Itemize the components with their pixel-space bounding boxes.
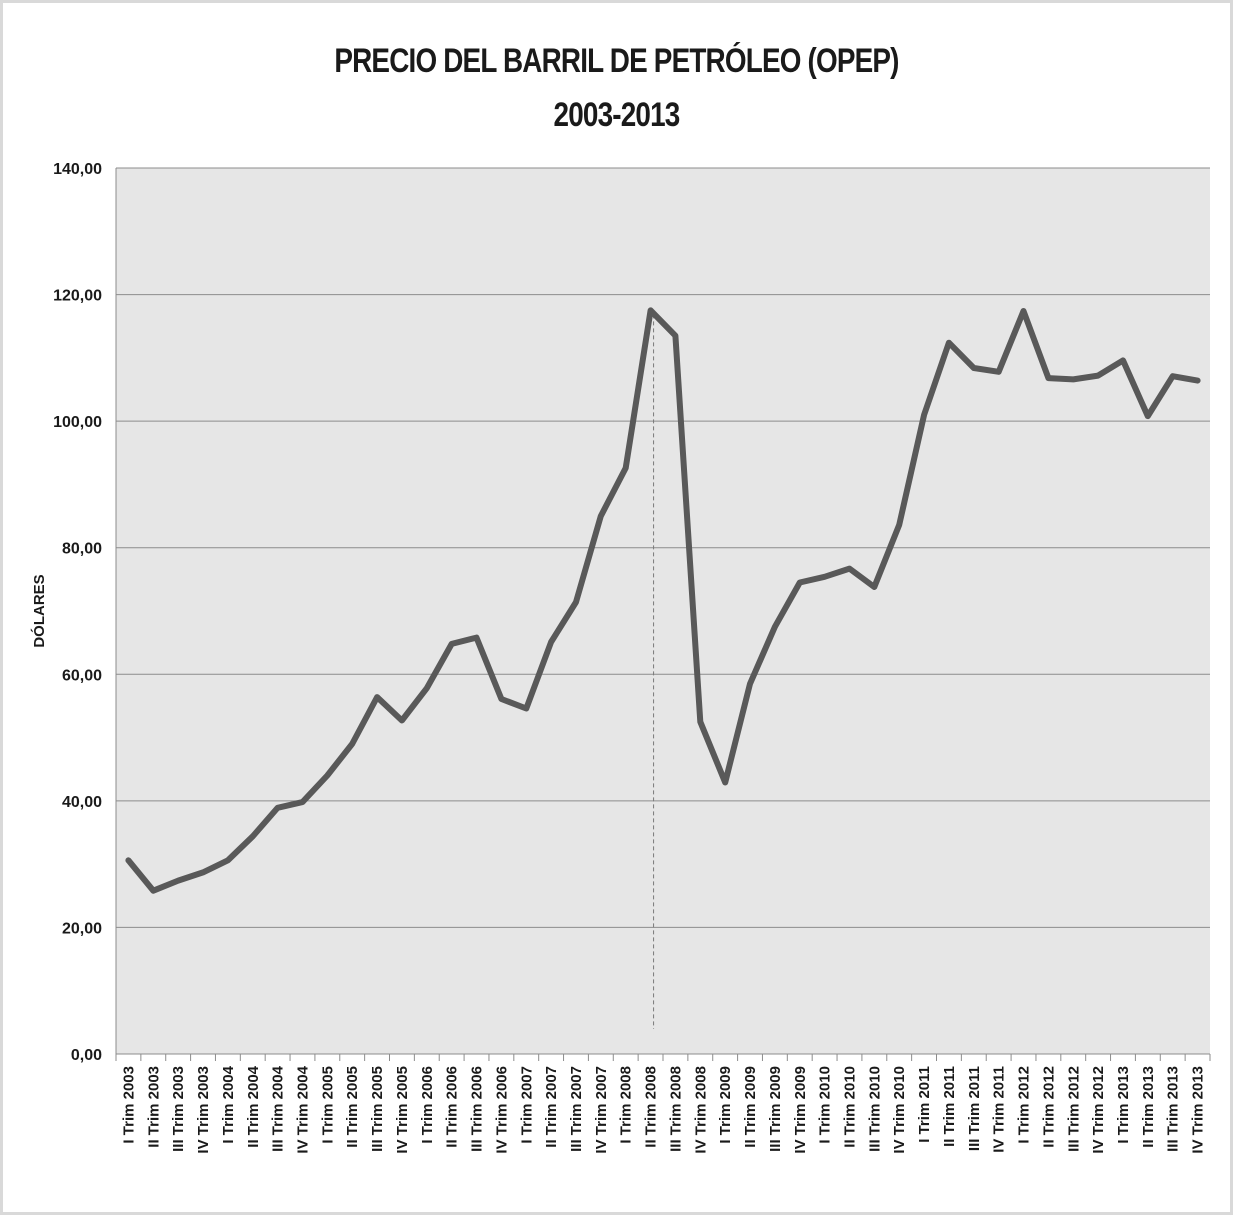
x-tick-label: III Trim 2012 [1065,1066,1082,1152]
x-tick-label: I Trim 2008 [618,1066,635,1144]
x-tick-label: III Trim 2008 [667,1066,684,1152]
x-tick-label: IV Trim 2007 [593,1066,610,1154]
x-tick-label: II Trim 2004 [245,1065,262,1147]
price-series-line [125,307,1201,894]
x-tick-label: III Trim 2004 [270,1065,287,1152]
x-tick-label: III Trim 2010 [866,1066,883,1152]
y-axis-label: DÓLARES [30,574,48,647]
x-tick-label: IV Trim 2005 [394,1066,411,1154]
x-tick-label: II Trim 2005 [344,1066,361,1148]
x-tick-label: II Trim 2010 [841,1066,858,1148]
x-tick-label: II Trim 2003 [145,1066,162,1148]
plot-area [116,168,1210,1054]
x-tick-label: I Trim 2004 [220,1065,237,1143]
x-tick-label: I Trim 2012 [1016,1066,1033,1144]
x-tick-label: III Trim 2003 [170,1066,187,1152]
x-tick-label: III Trim 2009 [767,1066,784,1152]
x-tick-label: I Trim 2011 [916,1066,933,1143]
y-tick-label: 0,00 [71,1047,102,1064]
x-tick-label: IV Trim 2009 [792,1066,809,1154]
y-tick-label: 80,00 [62,541,102,558]
x-tick-label: II Trim 2011 [941,1066,958,1147]
y-tick-label: 40,00 [62,794,102,811]
x-tick-label: I Trim 2010 [817,1066,834,1144]
x-tick-label: IV Trim 2010 [891,1066,908,1154]
x-tick-label: IV Trim 2008 [692,1066,709,1154]
x-tick-label: II Trim 2008 [643,1066,660,1148]
x-tick-label: IV Trim 2011 [991,1066,1008,1153]
x-tick-label: IV Trim 2004 [294,1065,311,1153]
x-tick-label: IV Trim 2006 [493,1066,510,1154]
x-tick-label: III Trim 2006 [469,1066,486,1152]
x-tick-label: III Trim 2007 [568,1066,585,1152]
chart-subtitle: 2003-2013 [553,96,681,134]
x-tick-label: I Trim 2007 [518,1066,535,1144]
x-tick-label: II Trim 2013 [1140,1066,1157,1148]
x-tick-label: IV Trim 2003 [195,1066,212,1154]
y-tick-label: 120,00 [53,288,102,305]
x-tick-label: II Trim 2006 [444,1066,461,1148]
x-tick-label: I Trim 2009 [717,1066,734,1144]
x-tick-label: IV Trim 2012 [1090,1066,1107,1154]
x-tick-label: III Trim 2011 [966,1066,983,1151]
x-tick-label: IV Trim 2013 [1190,1066,1207,1154]
x-tick-label: III Trim 2005 [369,1066,386,1152]
chart-title: PRECIO DEL BARRIL DE PETRÓLEO (OPEP) [334,42,899,80]
x-tick-label: I Trim 2013 [1115,1066,1132,1144]
x-tick-label: I Trim 2003 [120,1066,137,1144]
x-tick-label: II Trim 2007 [543,1066,560,1148]
y-tick-label: 100,00 [53,414,102,431]
y-tick-label: 60,00 [62,667,102,684]
x-tick-label: II Trim 2012 [1040,1066,1057,1148]
x-tick-label: I Trim 2005 [319,1066,336,1144]
y-tick-label: 140,00 [53,161,102,178]
x-tick-label: II Trim 2009 [742,1066,759,1148]
x-tick-label: III Trim 2013 [1165,1066,1182,1152]
x-tick-label: I Trim 2006 [419,1066,436,1144]
y-tick-label: 20,00 [62,920,102,937]
